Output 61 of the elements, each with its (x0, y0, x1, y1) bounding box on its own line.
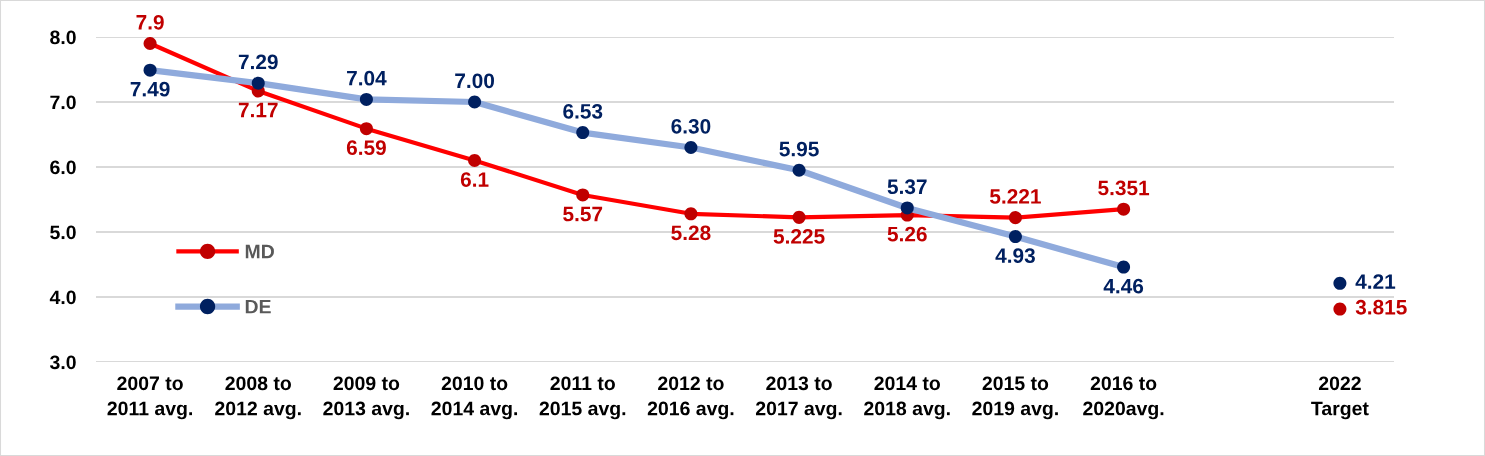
data-label: 6.53 (563, 103, 603, 119)
data-label: 4.93 (995, 248, 1035, 263)
y-tick-label: 7.0 (50, 95, 76, 110)
data-label: 5.57 (563, 206, 603, 222)
point (468, 95, 482, 109)
legend-label: MD (245, 244, 274, 259)
data-label: 6.59 (346, 140, 386, 156)
point (1117, 260, 1131, 274)
point (1008, 211, 1022, 225)
x-tick-label: 2014 to 2018 avg. (864, 376, 950, 420)
data-label: 7.00 (455, 73, 495, 89)
point (1333, 302, 1347, 316)
x-tick-label: 2010 to 2014 avg. (431, 376, 518, 420)
data-label: 7.04 (347, 70, 387, 86)
point (576, 188, 590, 202)
point (900, 201, 914, 215)
point (359, 122, 373, 136)
x-tick-label: 2013 to 2017 avg. (755, 376, 842, 420)
point (792, 163, 806, 177)
legend-label: DE (245, 299, 271, 314)
y-tick-label: 3.0 (49, 355, 76, 370)
point (251, 76, 265, 90)
data-label: 7.49 (130, 81, 170, 97)
point (576, 126, 590, 140)
y-tick-label: 6.0 (50, 160, 76, 175)
data-label: 4.21 (1355, 274, 1396, 289)
data-label: 5.37 (887, 179, 927, 195)
y-tick-label: 8.0 (50, 30, 76, 45)
point (1117, 202, 1131, 216)
x-tick-label: 2009 to 2013 avg. (323, 376, 409, 420)
point (1333, 276, 1347, 290)
x-tick-label: 2022 Target (1311, 376, 1369, 420)
data-label: 5.26 (887, 226, 927, 242)
point (143, 63, 157, 77)
data-label: 5.28 (671, 225, 711, 241)
data-label: 4.46 (1103, 278, 1144, 294)
point (1008, 230, 1022, 244)
x-tick-label: 2007 to 2011 avg. (107, 376, 192, 420)
x-tick-label: 2011 to 2015 avg. (539, 376, 626, 420)
data-label: 3.815 (1355, 299, 1407, 315)
data-label: 7.29 (238, 54, 278, 70)
point (359, 92, 373, 106)
point (684, 140, 698, 155)
data-label: 6.30 (671, 118, 711, 134)
point (684, 207, 698, 221)
point (468, 153, 482, 168)
data-label: 7.17 (238, 102, 278, 118)
data-label: 5.351 (1098, 180, 1150, 196)
data-label: 6.1 (460, 172, 489, 187)
data-label: 5.95 (779, 141, 819, 157)
data-label: 5.221 (989, 189, 1041, 204)
x-tick-label: 2015 to 2019 avg. (972, 376, 1058, 420)
point (143, 37, 157, 51)
x-tick-label: 2008 to 2012 avg. (215, 376, 301, 420)
data-label: 7.9 (136, 14, 164, 30)
data-label: 5.225 (773, 229, 825, 244)
x-tick-label: 2012 to 2016 avg. (647, 376, 734, 420)
x-tick-label: 2016 to 2020avg. (1083, 376, 1164, 420)
point (792, 210, 806, 224)
y-tick-label: 4.0 (49, 290, 76, 305)
y-tick-label: 5.0 (50, 225, 76, 240)
